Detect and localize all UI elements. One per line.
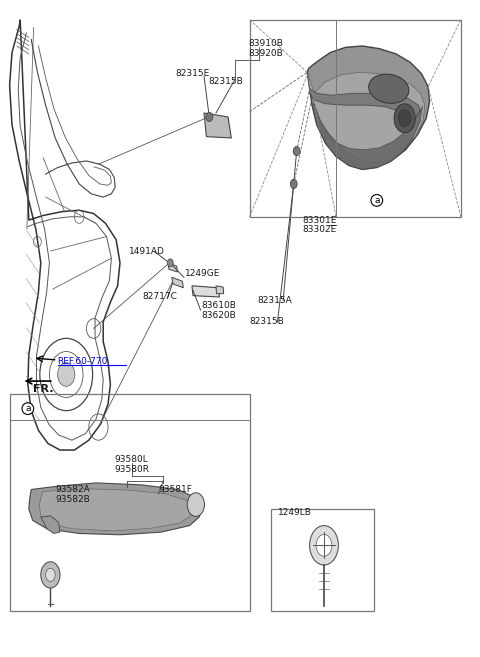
Circle shape [187,493,204,516]
Polygon shape [307,46,430,170]
Text: 82315B: 82315B [250,317,284,327]
Text: 83920B: 83920B [249,49,283,58]
Bar [10,394,250,611]
Text: 1491AD: 1491AD [129,247,165,256]
Circle shape [293,147,300,156]
Text: a: a [25,404,31,413]
Text: 82315A: 82315A [258,296,292,305]
Text: 83620B: 83620B [202,311,236,320]
Text: FR.: FR. [33,384,53,394]
Polygon shape [310,89,420,118]
Text: 83910B: 83910B [249,39,284,48]
Text: 93582A: 93582A [55,485,90,494]
Circle shape [394,104,415,133]
Polygon shape [41,516,60,533]
Polygon shape [307,72,425,163]
Ellipse shape [369,74,409,103]
Text: 1249GE: 1249GE [185,269,220,278]
Bar [271,509,374,611]
Text: 93582B: 93582B [55,495,90,504]
Circle shape [316,535,332,556]
Text: 83302E: 83302E [302,225,336,235]
Polygon shape [168,263,178,272]
Circle shape [46,568,55,581]
Text: 83610B: 83610B [202,301,237,310]
Text: 93580R: 93580R [114,465,149,474]
Text: 1249LB: 1249LB [278,508,312,517]
Text: 82717C: 82717C [143,292,178,302]
Polygon shape [204,113,231,138]
Text: REF.60-770: REF.60-770 [58,357,108,366]
Text: a: a [374,196,380,205]
Circle shape [168,259,173,267]
Circle shape [41,562,60,588]
Polygon shape [29,483,202,535]
Text: 93581F: 93581F [158,485,192,494]
Polygon shape [216,286,224,294]
Polygon shape [192,286,219,297]
Circle shape [58,363,75,386]
Text: 82315E: 82315E [175,69,209,78]
Text: 93580L: 93580L [114,455,148,464]
Text: 83301E: 83301E [302,215,337,225]
Circle shape [310,526,338,565]
Polygon shape [312,104,422,170]
Polygon shape [172,277,183,288]
Circle shape [206,112,213,122]
Text: 82315B: 82315B [209,77,243,86]
Circle shape [290,179,297,189]
Circle shape [398,110,411,127]
Bar [250,20,461,217]
Polygon shape [39,489,192,531]
